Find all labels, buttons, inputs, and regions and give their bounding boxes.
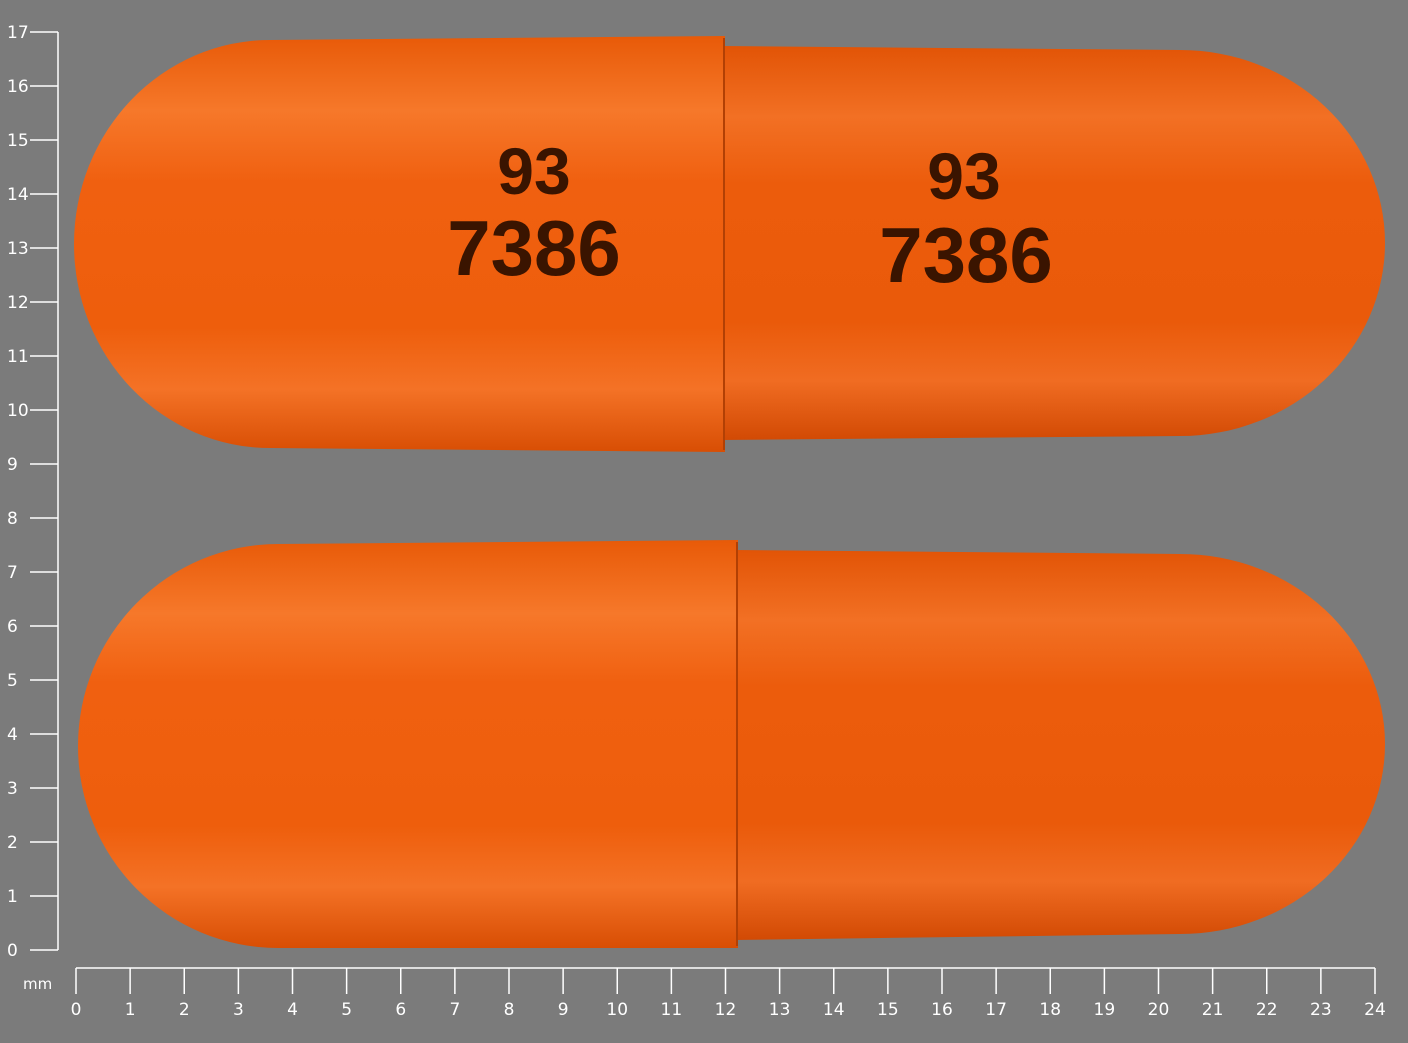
vertical-ruler-tick-label: 4 xyxy=(7,725,18,745)
horizontal-ruler-tick-label: 1 xyxy=(125,1000,136,1020)
capsule-bottom-body xyxy=(735,550,1385,940)
horizontal-ruler-tick-label: 12 xyxy=(715,1000,737,1020)
vertical-ruler-tick-label: 12 xyxy=(7,293,29,313)
capsule-top-body xyxy=(722,46,1385,440)
horizontal-ruler-tick-label: 8 xyxy=(504,1000,515,1020)
vertical-ruler-tick-label: 3 xyxy=(7,779,18,799)
horizontal-ruler-tick-label: 9 xyxy=(558,1000,569,1020)
vertical-ruler-tick-label: 15 xyxy=(7,131,29,151)
ruler-unit-label: mm xyxy=(23,975,52,993)
vertical-ruler-tick-label: 16 xyxy=(7,77,29,97)
horizontal-ruler-tick-label: 10 xyxy=(606,1000,628,1020)
vertical-ruler-tick-label: 0 xyxy=(7,941,18,961)
horizontal-ruler-tick-label: 11 xyxy=(661,1000,683,1020)
horizontal-ruler-tick-label: 2 xyxy=(179,1000,190,1020)
horizontal-ruler-tick-label: 6 xyxy=(395,1000,406,1020)
vertical-ruler-tick-label: 7 xyxy=(7,563,18,583)
capsule-top-cap xyxy=(74,36,725,452)
horizontal-ruler-tick-label: 21 xyxy=(1202,1000,1224,1020)
horizontal-ruler-tick-label: 22 xyxy=(1256,1000,1278,1020)
horizontal-ruler-tick-label: 0 xyxy=(71,1000,82,1020)
horizontal-ruler-tick-label: 19 xyxy=(1094,1000,1116,1020)
capsule-top-cap-imprint-line1: 93 xyxy=(497,134,570,208)
vertical-ruler-tick-label: 9 xyxy=(7,455,18,475)
horizontal-mm-ruler: 0 1 2 3 4 5 6 7 8 9 10 11 12 13 14 15 16 17 18 19 20 21 22 23 24 xyxy=(71,967,1386,1020)
horizontal-ruler-tick-label: 24 xyxy=(1364,1000,1386,1020)
horizontal-ruler-tick-label: 17 xyxy=(985,1000,1007,1020)
vertical-ruler-tick-label: 17 xyxy=(7,23,29,43)
horizontal-ruler-tick-label: 5 xyxy=(341,1000,352,1020)
capsule-top: 93 7386 93 7386 xyxy=(74,36,1385,452)
vertical-ruler-tick-label: 10 xyxy=(7,401,29,421)
vertical-ruler-tick-label: 6 xyxy=(7,617,18,637)
vertical-ruler-tick-label: 2 xyxy=(7,833,18,853)
horizontal-ruler-tick-label: 23 xyxy=(1310,1000,1332,1020)
horizontal-ruler-tick-label: 20 xyxy=(1148,1000,1170,1020)
capsule-top-cap-imprint-line2: 7386 xyxy=(447,204,621,292)
horizontal-ruler-tick-label: 14 xyxy=(823,1000,845,1020)
vertical-ruler-tick-label: 5 xyxy=(7,671,18,691)
capsule-top-body-imprint-line2: 7386 xyxy=(879,211,1053,299)
horizontal-ruler-tick-label: 3 xyxy=(233,1000,244,1020)
horizontal-ruler-tick-label: 18 xyxy=(1039,1000,1061,1020)
horizontal-ruler-tick-label: 15 xyxy=(877,1000,899,1020)
capsule-bottom-cap xyxy=(78,540,738,948)
capsule-top-body-imprint-line1: 93 xyxy=(927,139,1000,213)
horizontal-ruler-tick-label: 13 xyxy=(769,1000,791,1020)
vertical-ruler-tick-label: 8 xyxy=(7,509,18,529)
vertical-ruler-tick-label: 11 xyxy=(7,347,29,367)
horizontal-ruler-tick-label: 4 xyxy=(287,1000,298,1020)
horizontal-ruler-tick-label: 7 xyxy=(449,1000,460,1020)
vertical-ruler-tick-label: 1 xyxy=(7,887,18,907)
vertical-ruler-tick-label: 13 xyxy=(7,239,29,259)
vertical-ruler-tick-label: 14 xyxy=(7,185,29,205)
horizontal-ruler-tick-label: 16 xyxy=(931,1000,953,1020)
capsule-bottom xyxy=(78,540,1385,948)
